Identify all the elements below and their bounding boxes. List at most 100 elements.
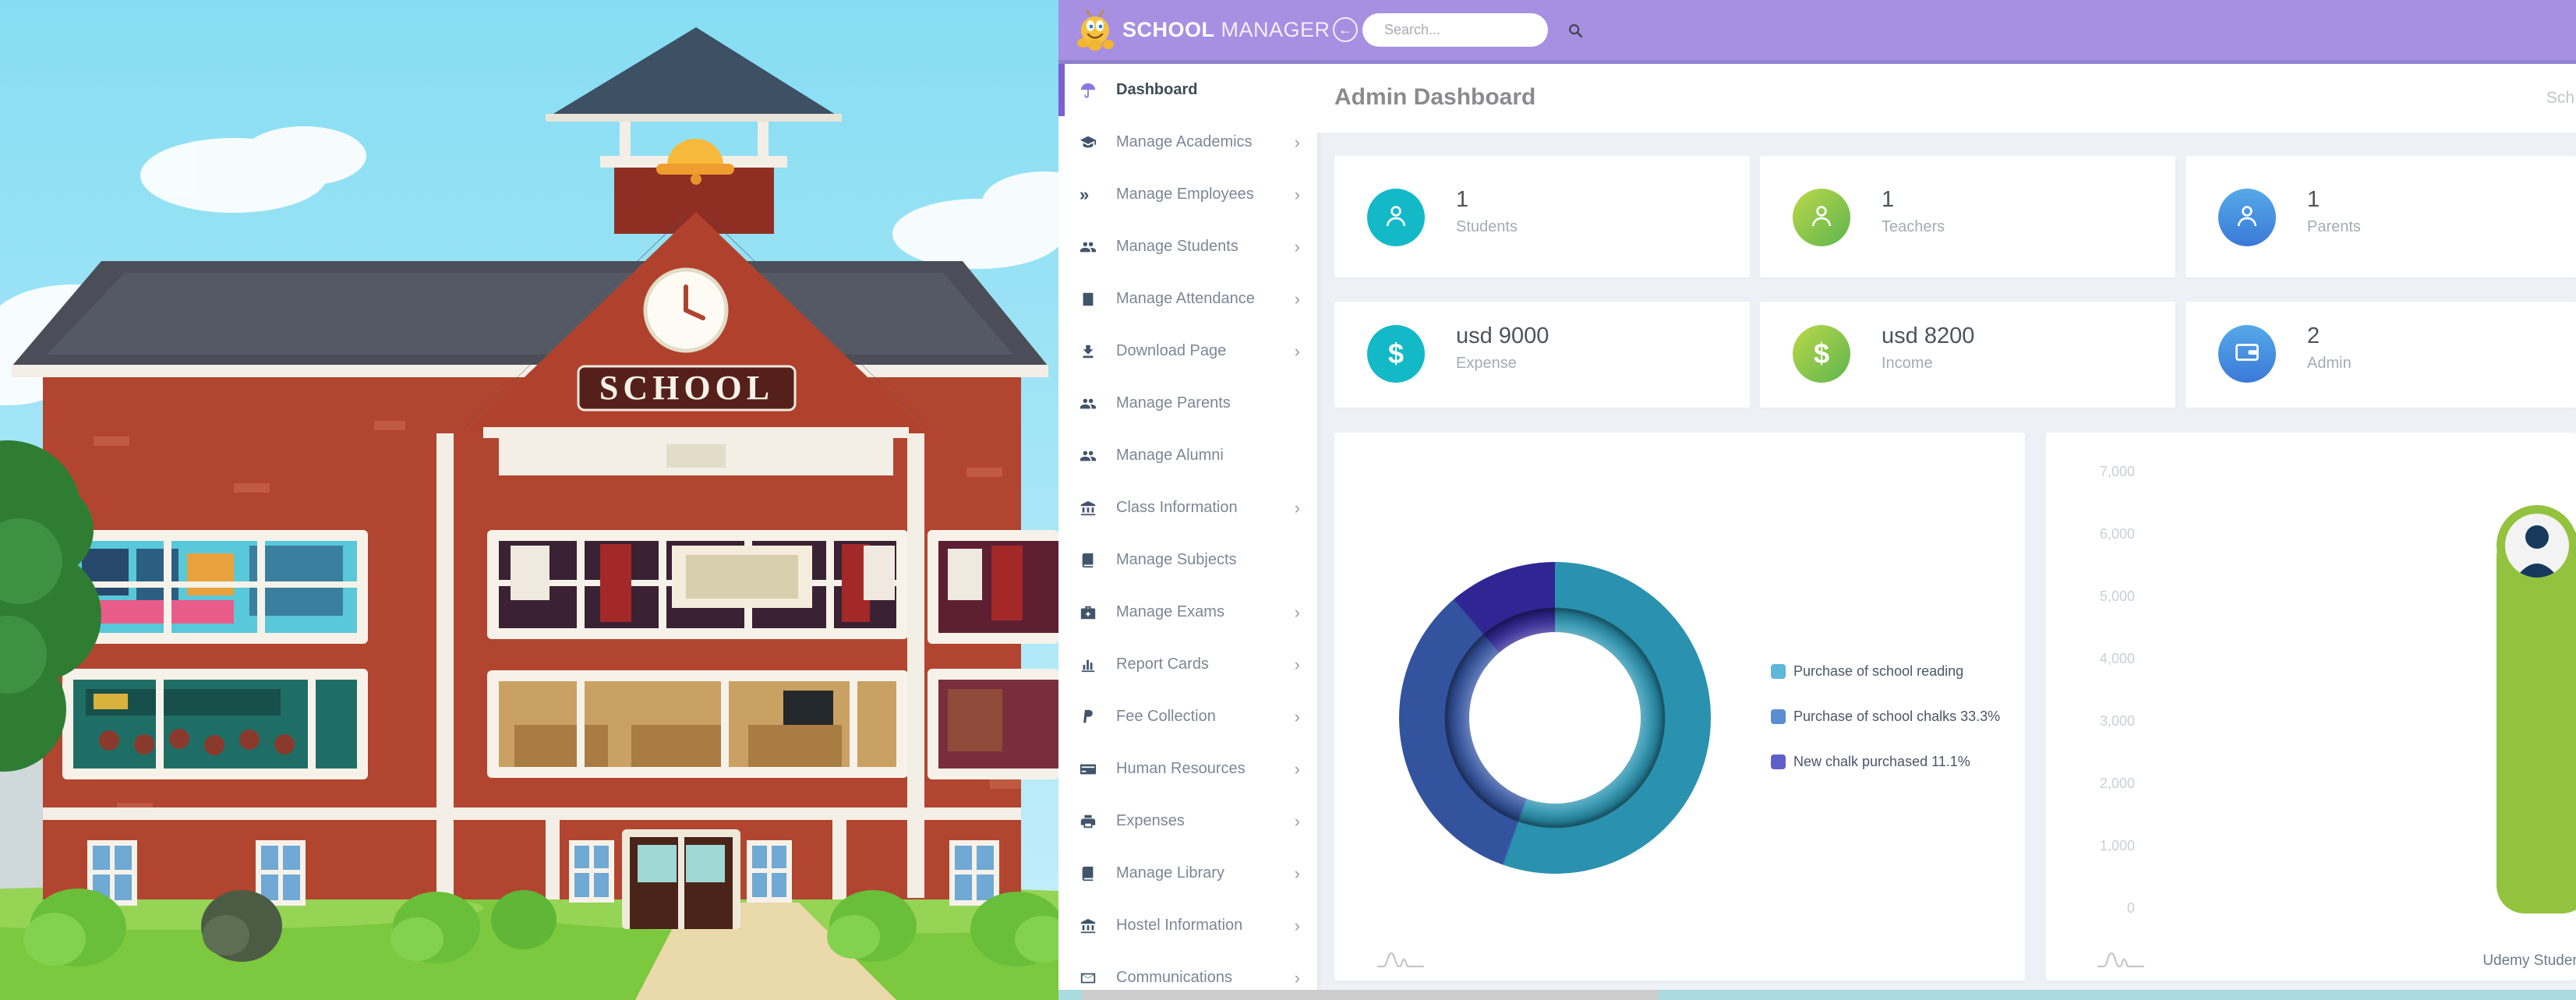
top-bar: SCHOOL MANAGER ← [1058,0,2576,64]
collapse-sidebar-button[interactable]: ← [1333,17,1358,42]
stat-card-income: $ usd 8200 Income [1760,302,2175,408]
dashboard-icon [1080,81,1100,100]
stat-label: Teachers [1882,218,1945,235]
y-axis-tick: 5,000 [2099,588,2135,604]
support-widget-head[interactable] [2496,505,2576,586]
medkit-icon [1080,603,1100,622]
sidebar-item-label: Dashboard [1116,81,1198,98]
chevron-right-icon: › [1294,236,1300,256]
sidebar-item-label: Fee Collection [1116,708,1216,725]
stat-card-admin: 2 Admin [2186,302,2576,408]
y-axis-tick: 2,000 [2099,776,2135,791]
bank-icon [1080,499,1100,518]
sidebar-item-report-cards[interactable]: Report Cards › [1058,638,1317,691]
chevron-right-icon: › [1294,758,1300,779]
sidebar-item-communications[interactable]: Communications › [1058,952,1317,1000]
sidebar-item-label: Manage Alumni [1116,447,1224,464]
user-avatar-icon [2505,514,2569,578]
sidebar-item-manage-employees[interactable]: » Manage Employees › [1058,168,1317,221]
stat-icon-circle [2218,325,2276,383]
sidebar-item-label: Manage Parents [1116,394,1231,412]
person-icon [2232,201,2262,235]
donut-chart [1399,562,1711,874]
users-icon [1080,394,1100,413]
sidebar-item-manage-subjects[interactable]: Manage Subjects [1058,534,1317,586]
stat-icon-circle: $ [1367,325,1425,383]
school-illustration: SCHOOL [0,0,1058,1000]
stat-icon-circle [1793,189,1850,246]
stat-label: Parents [2307,218,2361,235]
support-widget-pill[interactable] [2496,528,2576,913]
sidebar-item-label: Manage Subjects [1116,551,1237,568]
sidebar-item-label: Download Page [1116,342,1227,359]
person-icon [1381,201,1411,235]
wave-icon [2097,949,2145,970]
sidebar-item-label: Expenses [1116,812,1185,829]
sidebar-item-label: Human Resources [1116,760,1246,777]
stat-label: Expense [1456,355,1517,372]
horizontal-scrollbar-thumb[interactable] [1082,990,1659,1000]
sidebar-nav: Dashboard Manage Academics › » Manage Employ… [1058,64,1317,1000]
double-chevron-icon: » [1080,184,1090,204]
app-title-primary: SCHOOL [1122,18,1215,41]
clinic-building-icon [1080,290,1100,309]
horizontal-scrollbar [1058,990,2576,1000]
sidebar-item-hostel-information[interactable]: Hostel Information › [1058,899,1317,952]
support-widget[interactable] [2496,505,2576,913]
app-logo[interactable]: SCHOOL MANAGER [1076,0,1330,60]
stat-icon-circle [1367,189,1425,246]
school-illustration-art: SCHOOL [0,0,1058,1000]
chevron-right-icon: › [1294,341,1300,361]
sidebar-item-download-page[interactable]: Download Page › [1058,325,1317,377]
legend-item: Purchase of school reading [1771,663,1963,680]
chevron-right-icon: › [1294,654,1300,674]
sidebar-item-label: Manage Exams [1116,603,1224,620]
users-icon [1080,238,1100,256]
app-title: SCHOOL MANAGER [1122,18,1330,42]
sidebar-item-manage-students[interactable]: Manage Students › [1058,221,1317,273]
stat-value: 1 [2307,187,2320,212]
legend-label: Purchase of school reading [1793,663,1964,679]
chevron-right-icon: › [1294,863,1300,883]
sidebar-item-manage-academics[interactable]: Manage Academics › [1058,116,1317,168]
sidebar-item-label: Manage Attendance [1116,290,1255,307]
book-icon [1080,551,1100,570]
stat-value: 1 [1456,187,1469,212]
sidebar-item-label: Hostel Information [1116,917,1243,934]
stat-label: Income [1882,355,1933,372]
sidebar-item-human-resources[interactable]: Human Resources › [1058,743,1317,795]
app-region: SCHOOL MANAGER ← Dashboard Manage Academi… [1058,0,2576,1000]
sidebar-item-class-information[interactable]: Class Information › [1058,482,1317,534]
bar-chart-icon [1080,655,1100,674]
chevron-right-icon: › [1294,915,1300,935]
search-bar[interactable] [1362,13,1583,47]
income-bar-chart-card: 7,000 6,000 5,000 4,000 3,000 2,000 1,000 0 Ude… [2046,433,2576,981]
sidebar-item-manage-attendance[interactable]: Manage Attendance › [1058,273,1317,325]
chevron-right-icon: › [1294,811,1300,831]
legend-item: Purchase of school chalks 33.3% [1771,708,2000,725]
sidebar-item-manage-exams[interactable]: Manage Exams › [1058,586,1317,638]
sidebar-item-dashboard[interactable]: Dashboard [1058,64,1317,116]
sidebar-item-expenses[interactable]: Expenses › [1058,795,1317,847]
stat-value: usd 9000 [1456,323,1549,348]
sidebar-item-label: Manage Academics [1116,133,1253,150]
sidebar-item-fee-collection[interactable]: Fee Collection › [1058,691,1317,743]
chevron-right-icon: › [1294,184,1300,204]
sidebar-item-label: Manage Students [1116,238,1239,255]
chevron-right-icon: › [1294,706,1300,726]
stat-label: Admin [2307,355,2352,372]
stat-value: usd 8200 [1882,323,1975,348]
sidebar-item-manage-library[interactable]: Manage Library › [1058,847,1317,899]
legend-label: New chalk purchased 11.1% [1793,754,1970,769]
sidebar-item-manage-parents[interactable]: Manage Parents [1058,377,1317,429]
wave-icon [1376,949,1425,970]
y-axis-tick: 7,000 [2099,464,2135,479]
school-sign-text: SCHOOL [599,369,774,407]
legend-swatch [1771,709,1786,724]
sidebar-item-manage-alumni[interactable]: Manage Alumni [1058,429,1317,482]
search-icon[interactable] [1567,22,1584,39]
search-input[interactable] [1383,21,1567,39]
person-icon [1807,201,1836,235]
stat-card-expense: $ usd 9000 Expense [1334,302,1750,408]
